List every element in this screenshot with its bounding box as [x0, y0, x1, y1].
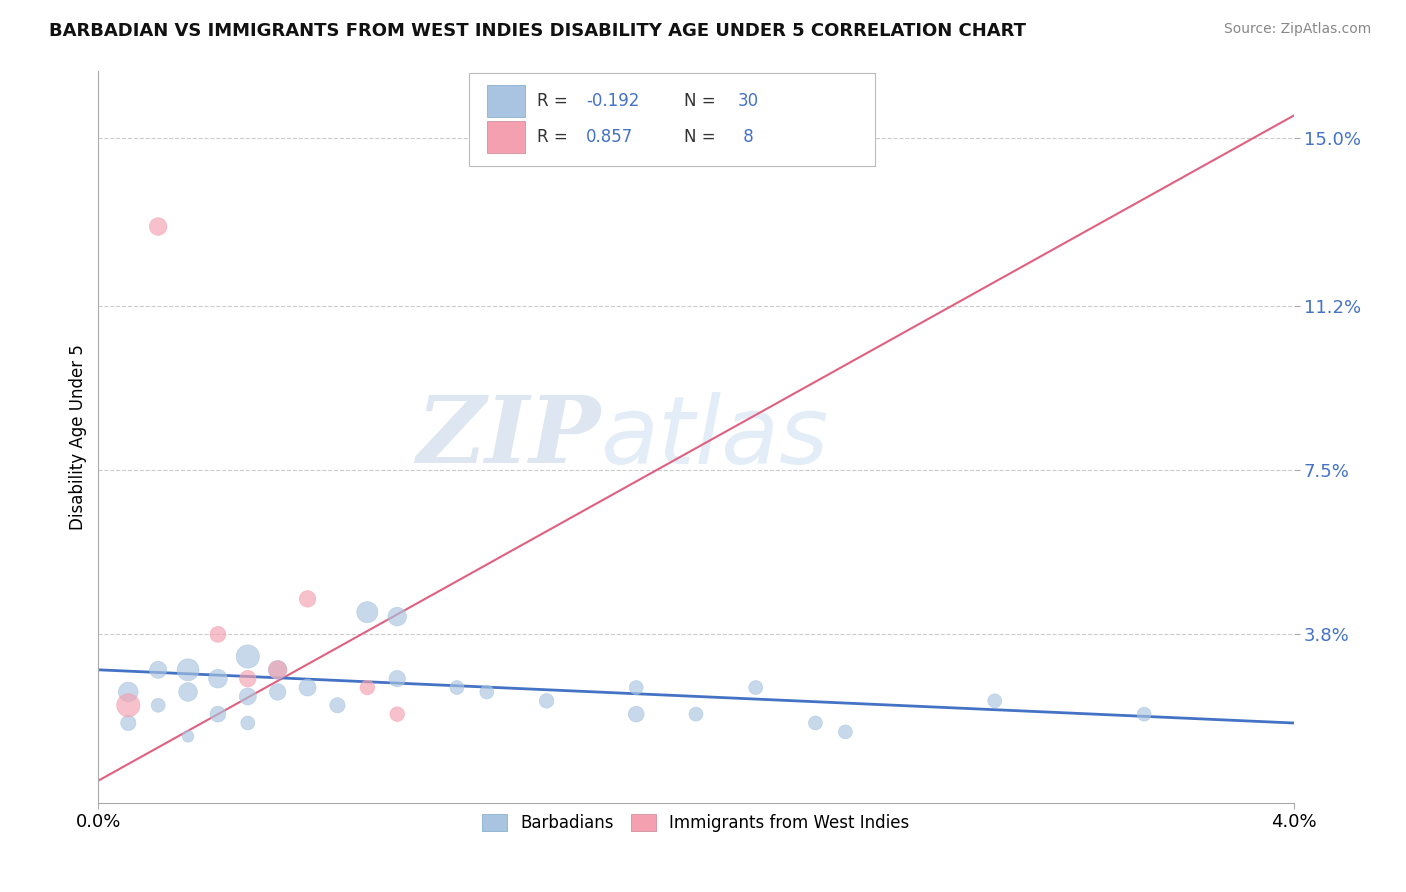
Point — [207, 707, 229, 722]
Text: atlas: atlas — [600, 392, 828, 483]
Text: BARBADIAN VS IMMIGRANTS FROM WEST INDIES DISABILITY AGE UNDER 5 CORRELATION CHAR: BARBADIAN VS IMMIGRANTS FROM WEST INDIES… — [49, 22, 1026, 40]
Point — [117, 698, 139, 713]
Point — [626, 681, 648, 695]
Text: R =: R = — [537, 92, 568, 110]
Point — [804, 716, 827, 731]
Point — [984, 694, 1007, 708]
FancyBboxPatch shape — [470, 73, 876, 167]
FancyBboxPatch shape — [486, 121, 524, 153]
Point — [177, 663, 200, 677]
Point — [267, 685, 290, 699]
Text: -0.192: -0.192 — [586, 92, 640, 110]
Point — [207, 672, 229, 686]
Point — [177, 685, 200, 699]
Point — [236, 690, 259, 704]
Legend: Barbadians, Immigrants from West Indies: Barbadians, Immigrants from West Indies — [475, 807, 917, 838]
Point — [385, 609, 409, 624]
Point — [475, 685, 498, 699]
Point — [236, 649, 259, 664]
Point — [148, 219, 170, 234]
Point — [207, 627, 229, 641]
Point — [356, 681, 378, 695]
Point — [177, 729, 200, 743]
Point — [385, 672, 409, 686]
Text: 30: 30 — [738, 92, 759, 110]
Point — [834, 724, 856, 739]
Point — [1133, 707, 1156, 722]
Y-axis label: Disability Age Under 5: Disability Age Under 5 — [69, 344, 87, 530]
Point — [236, 672, 259, 686]
Text: Source: ZipAtlas.com: Source: ZipAtlas.com — [1223, 22, 1371, 37]
Point — [297, 681, 319, 695]
Point — [117, 716, 139, 731]
Point — [326, 698, 349, 713]
Point — [356, 605, 378, 619]
Text: R =: R = — [537, 128, 568, 146]
Text: 0.857: 0.857 — [586, 128, 633, 146]
Point — [267, 663, 290, 677]
Point — [297, 591, 319, 606]
Point — [117, 685, 139, 699]
Text: N =: N = — [685, 128, 716, 146]
Point — [685, 707, 707, 722]
FancyBboxPatch shape — [486, 85, 524, 117]
Text: 8: 8 — [738, 128, 754, 146]
Point — [148, 698, 170, 713]
Point — [385, 707, 409, 722]
Point — [267, 663, 290, 677]
Point — [745, 681, 768, 695]
Text: N =: N = — [685, 92, 716, 110]
Point — [446, 681, 468, 695]
Text: ZIP: ZIP — [416, 392, 600, 482]
Point — [148, 663, 170, 677]
Point — [236, 716, 259, 731]
Point — [626, 707, 648, 722]
Point — [536, 694, 558, 708]
